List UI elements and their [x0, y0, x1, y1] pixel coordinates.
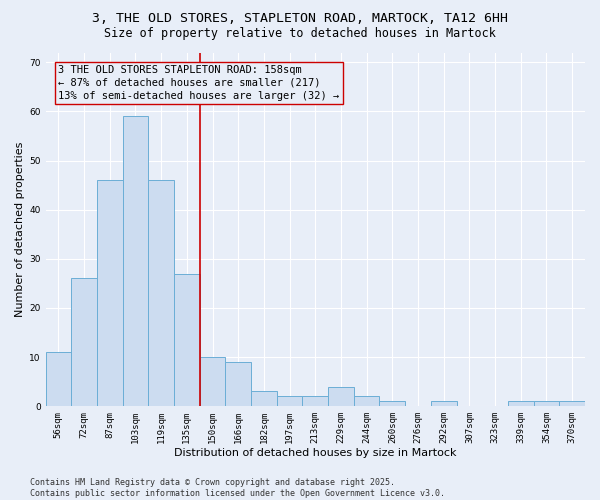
Bar [559, 402, 585, 406]
Bar [97, 180, 122, 406]
Bar [46, 352, 71, 406]
Bar [508, 402, 533, 406]
Bar [302, 396, 328, 406]
Bar [431, 402, 457, 406]
X-axis label: Distribution of detached houses by size in Martock: Distribution of detached houses by size … [174, 448, 457, 458]
Text: Size of property relative to detached houses in Martock: Size of property relative to detached ho… [104, 28, 496, 40]
Bar [174, 274, 200, 406]
Bar [251, 392, 277, 406]
Y-axis label: Number of detached properties: Number of detached properties [15, 142, 25, 317]
Bar [354, 396, 379, 406]
Text: 3, THE OLD STORES, STAPLETON ROAD, MARTOCK, TA12 6HH: 3, THE OLD STORES, STAPLETON ROAD, MARTO… [92, 12, 508, 26]
Bar [71, 278, 97, 406]
Bar [226, 362, 251, 406]
Bar [148, 180, 174, 406]
Bar [328, 386, 354, 406]
Bar [379, 402, 405, 406]
Text: 3 THE OLD STORES STAPLETON ROAD: 158sqm
← 87% of detached houses are smaller (21: 3 THE OLD STORES STAPLETON ROAD: 158sqm … [58, 65, 340, 101]
Bar [533, 402, 559, 406]
Bar [122, 116, 148, 406]
Bar [277, 396, 302, 406]
Bar [200, 357, 226, 406]
Text: Contains HM Land Registry data © Crown copyright and database right 2025.
Contai: Contains HM Land Registry data © Crown c… [30, 478, 445, 498]
